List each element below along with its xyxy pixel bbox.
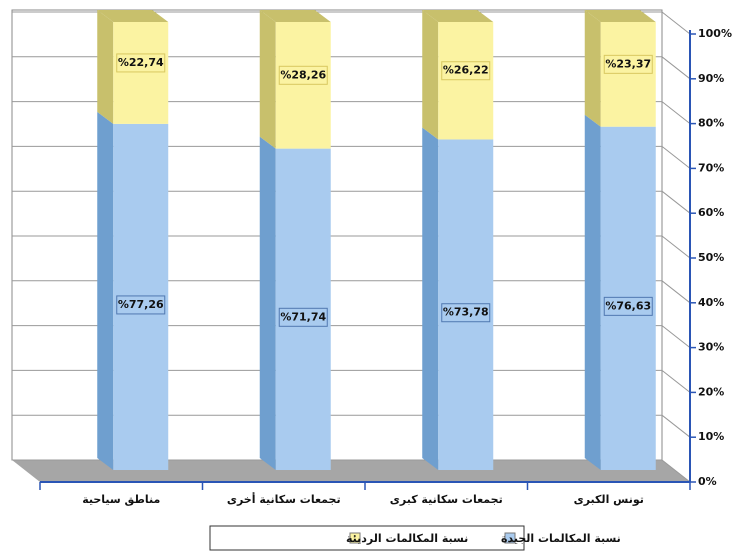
y-tick-label: 50% xyxy=(698,251,724,264)
bar-segment xyxy=(438,22,494,140)
bar-side xyxy=(97,111,114,471)
y-tick-label: 20% xyxy=(698,385,724,398)
x-tick-label: مناطق سياحية xyxy=(82,493,160,506)
bar-segment xyxy=(275,22,331,149)
grid-line xyxy=(661,190,691,214)
x-tick-label: تجمعات سكانية كبرى xyxy=(390,493,503,506)
bar-top xyxy=(97,10,169,22)
value-label-box xyxy=(603,296,653,316)
grid-line xyxy=(661,101,691,124)
x-tick-label: تونس الكبرى xyxy=(574,493,644,506)
grid-line xyxy=(661,325,691,348)
y-tick-label: 80% xyxy=(698,117,724,130)
value-label: %73,78 xyxy=(443,306,489,319)
bar-side xyxy=(259,136,276,470)
value-label-box xyxy=(116,53,166,73)
bar-side xyxy=(584,114,601,470)
legend-box xyxy=(209,525,525,551)
value-label: %77,26 xyxy=(118,298,164,311)
floor xyxy=(12,460,690,482)
value-label: %26,22 xyxy=(443,64,489,77)
bar-side xyxy=(422,127,439,470)
value-label-box xyxy=(603,54,653,74)
grid-line xyxy=(661,459,691,483)
bar-top xyxy=(259,10,331,22)
value-label: %28,26 xyxy=(280,68,326,81)
value-label: %71,74 xyxy=(280,310,326,323)
y-tick-label: 70% xyxy=(698,161,724,174)
legend-label: نسبة المكالمات الرديئة xyxy=(346,532,468,545)
legend-swatch xyxy=(504,532,516,544)
grid-line xyxy=(661,11,691,35)
y-tick-label: 60% xyxy=(698,206,724,219)
y-tick-label: 30% xyxy=(698,341,724,354)
x-tick-label: تجمعات سكانية أخرى xyxy=(227,492,341,506)
bar-top xyxy=(584,10,656,22)
grid-line xyxy=(661,56,691,80)
legend-swatch xyxy=(349,532,361,544)
value-label: %23,37 xyxy=(605,57,651,70)
legend-label: نسبة المكالمات الجيدة xyxy=(501,532,621,545)
value-label: %22,74 xyxy=(118,56,164,69)
value-label-box xyxy=(116,295,166,315)
grid-line xyxy=(661,414,691,438)
y-tick-label: 0% xyxy=(698,475,717,488)
y-tick-label: 90% xyxy=(698,72,724,85)
grid-line xyxy=(661,146,691,169)
y-tick-label: 10% xyxy=(698,430,724,443)
y-tick-label: 40% xyxy=(698,296,724,309)
grid-line xyxy=(661,280,691,304)
grid-line xyxy=(661,370,691,393)
bar-side xyxy=(584,10,601,127)
value-label-box xyxy=(441,61,491,81)
grid-line xyxy=(661,235,691,259)
bar-segment xyxy=(113,22,169,124)
bar-segment xyxy=(600,22,656,127)
value-label-box xyxy=(278,65,328,85)
value-label-box xyxy=(441,303,491,323)
y-tick-label: 100% xyxy=(698,27,732,40)
value-label: %76,63 xyxy=(605,299,651,312)
bar-side xyxy=(422,10,439,140)
bar-top xyxy=(422,10,494,22)
value-label-box xyxy=(278,307,328,327)
bar-side xyxy=(259,10,276,149)
bar-side xyxy=(97,10,114,124)
